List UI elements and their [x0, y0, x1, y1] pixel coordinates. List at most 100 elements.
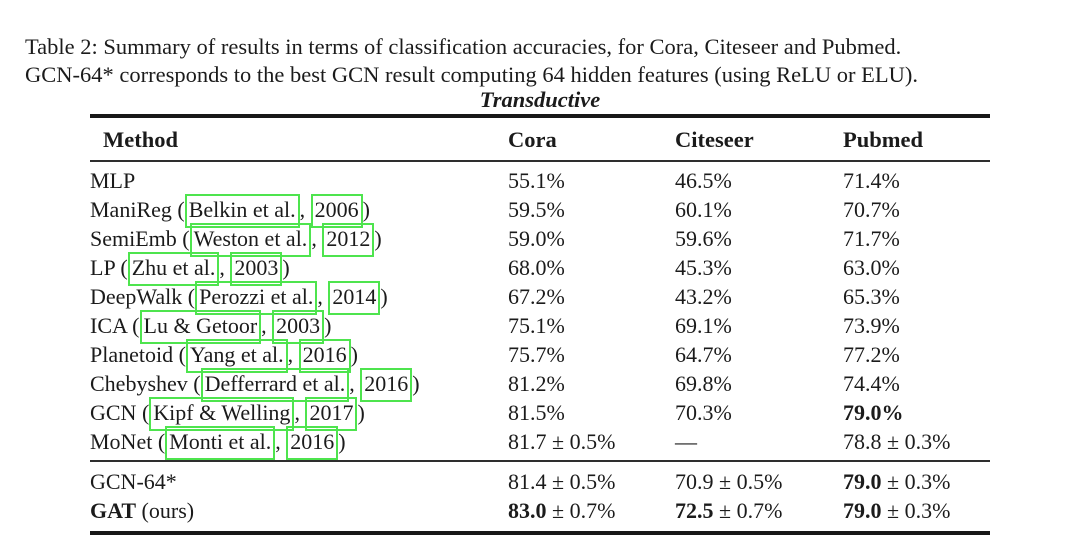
cora-value: 59.5% [508, 195, 675, 224]
method-text: ) [324, 313, 332, 338]
cora-value: 75.7% [508, 340, 675, 369]
method-text: ) [380, 284, 388, 309]
citation-author-link[interactable]: Defferrard et al. [200, 368, 350, 402]
table-row: ICA (Lu & Getoor, 2003) 75.1% 69.1% 73.9… [90, 310, 990, 344]
value-text: 73.9% [843, 313, 900, 338]
cora-value: 81.4 ± 0.5% [508, 461, 675, 496]
citation-year-link[interactable]: 2014 [328, 281, 381, 315]
method-text: , [219, 255, 231, 280]
value-text: 68.0% [508, 255, 565, 280]
value-bold: 79.0 [843, 469, 882, 494]
table-header: Method Cora Citeseer Pubmed [90, 116, 990, 161]
value-bold: 72.5 [675, 498, 714, 523]
value-text: 69.8% [675, 371, 732, 396]
table-row: GCN (Kipf & Welling, 2017) 81.5% 70.3% 7… [90, 397, 990, 431]
method-cell: SemiEmb (Weston et al., 2012) [90, 223, 508, 257]
value-text: 75.1% [508, 313, 565, 338]
cora-value: 83.0 ± 0.7% [508, 496, 675, 533]
footer-row: GAT (ours) 83.0 ± 0.7% 72.5 ± 0.7% 79.0 … [90, 496, 990, 533]
citation-author-link[interactable]: Belkin et al. [184, 194, 300, 228]
value-bold: 83.0 [508, 498, 547, 523]
cora-value: 81.5% [508, 398, 675, 427]
table-row: ManiReg (Belkin et al., 2006) 59.5% 60.1… [90, 194, 990, 228]
value-text: 59.0% [508, 226, 565, 251]
pubmed-value: 73.9% [843, 311, 990, 340]
value-text: 74.4% [843, 371, 900, 396]
value-text: 77.2% [843, 342, 900, 367]
value-text: 46.5% [675, 168, 732, 193]
value-text: 43.2% [675, 284, 732, 309]
citation-author-link[interactable]: Monti et al. [165, 426, 276, 460]
citeseer-value: 70.3% [675, 398, 843, 427]
citation-author-link[interactable]: Weston et al. [189, 223, 312, 257]
citeseer-value: 60.1% [675, 195, 843, 224]
results-table: Method Cora Citeseer Pubmed MLP 55.1% 46… [90, 114, 990, 535]
method-text: ) [357, 400, 365, 425]
method-text: ) [350, 342, 358, 367]
citation-year-link[interactable]: 2016 [286, 426, 339, 460]
citation-year-link[interactable]: 2003 [230, 252, 283, 286]
cora-value: 67.2% [508, 282, 675, 311]
citation-author-link[interactable]: Lu & Getoor [139, 310, 262, 344]
column-header-citeseer: Citeseer [675, 127, 754, 152]
method-text: Chebyshev ( [90, 371, 201, 396]
table-row: Chebyshev (Defferrard et al., 2016) 81.2… [90, 368, 990, 402]
value-text: 55.1% [508, 168, 565, 193]
value-text: 70.3% [675, 400, 732, 425]
method-cell: LP (Zhu et al., 2003) [90, 252, 508, 286]
citation-year-link[interactable]: 2012 [322, 223, 375, 257]
citation-author-link[interactable]: Kipf & Welling [149, 397, 295, 431]
method-text: GCN ( [90, 400, 150, 425]
citation-author-link[interactable]: Yang et al. [185, 339, 288, 373]
method-text: , [317, 284, 329, 309]
value-text: ± 0.3% [881, 469, 951, 494]
pubmed-value: 74.4% [843, 369, 990, 398]
method-text: MoNet ( [90, 429, 166, 454]
method-cell: MLP [90, 161, 508, 195]
method-cell: GAT (ours) [90, 496, 508, 533]
table-row: DeepWalk (Perozzi et al., 2014) 67.2% 43… [90, 281, 990, 315]
value-text: 81.4 ± 0.5% [508, 469, 616, 494]
method-text: ) [338, 429, 346, 454]
cora-value: 68.0% [508, 253, 675, 282]
method-text: LP ( [90, 255, 128, 280]
citation-author-link[interactable]: Perozzi et al. [195, 281, 318, 315]
value-text: 59.6% [675, 226, 732, 251]
caption-line-1: Table 2: Summary of results in terms of … [25, 33, 902, 59]
value-bold: 79.0% [843, 400, 904, 425]
citeseer-value: 46.5% [675, 161, 843, 195]
pubmed-value: 79.0 ± 0.3% [843, 496, 990, 533]
method-text: GCN-64* [90, 469, 177, 494]
citeseer-value: 64.7% [675, 340, 843, 369]
pubmed-value: 78.8 ± 0.3% [843, 427, 990, 461]
value-text: ± 0.3% [881, 498, 951, 523]
method-text: , [299, 197, 311, 222]
method-text: ) [374, 226, 382, 251]
cora-value: 81.2% [508, 369, 675, 398]
citation-year-link[interactable]: 2003 [272, 310, 325, 344]
method-text: , [349, 371, 361, 396]
method-cell: GCN-64* [90, 461, 508, 496]
citation-year-link[interactable]: 2016 [298, 339, 351, 373]
citation-year-link[interactable]: 2006 [310, 194, 363, 228]
pubmed-value: 79.0 ± 0.3% [843, 461, 990, 496]
value-text: 71.7% [843, 226, 900, 251]
method-cell: DeepWalk (Perozzi et al., 2014) [90, 281, 508, 315]
citation-author-link[interactable]: Zhu et al. [127, 252, 220, 286]
citation-year-link[interactable]: 2017 [305, 397, 358, 431]
citeseer-value: 69.1% [675, 311, 843, 340]
citeseer-value: 43.2% [675, 282, 843, 311]
citeseer-value: 69.8% [675, 369, 843, 398]
pubmed-value: 63.0% [843, 253, 990, 282]
value-text: 70.7% [843, 197, 900, 222]
pubmed-value: 77.2% [843, 340, 990, 369]
method-text: SemiEmb ( [90, 226, 190, 251]
value-text: ± 0.7% [713, 498, 783, 523]
citation-year-link[interactable]: 2016 [360, 368, 413, 402]
cora-value: 55.1% [508, 161, 675, 195]
method-text: ) [362, 197, 370, 222]
pubmed-value: 79.0% [843, 398, 990, 427]
value-text: 70.9 ± 0.5% [675, 469, 783, 494]
value-text: 81.5% [508, 400, 565, 425]
method-text: ManiReg ( [90, 197, 185, 222]
